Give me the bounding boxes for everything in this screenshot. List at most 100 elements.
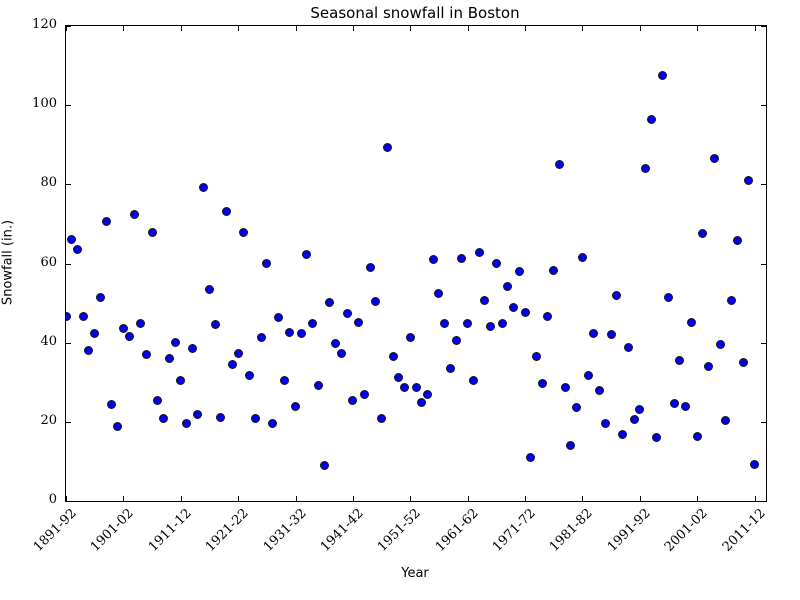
x-tick-mark [697, 26, 698, 31]
x-tick-mark [296, 26, 297, 31]
data-point [727, 295, 737, 305]
y-tick-mark [761, 26, 766, 27]
data-point [531, 351, 541, 361]
data-point [268, 418, 278, 428]
y-tick-label: 40 [40, 334, 57, 349]
y-tick-label: 20 [40, 413, 57, 428]
y-tick-mark [761, 343, 766, 344]
data-point [721, 415, 731, 425]
data-point [273, 313, 283, 323]
data-point [641, 164, 650, 174]
y-tick-label: 0 [48, 492, 57, 507]
data-point [136, 319, 146, 329]
data-point [480, 295, 490, 305]
x-tick-mark [66, 26, 67, 31]
data-point [577, 253, 587, 263]
data-point [67, 235, 77, 245]
data-point [537, 379, 547, 389]
data-point [474, 247, 484, 257]
y-tick-mark [761, 264, 766, 265]
data-point [302, 249, 312, 259]
x-tick-mark [238, 496, 239, 501]
data-point [543, 312, 553, 322]
data-point [440, 319, 450, 329]
data-point [417, 397, 427, 407]
data-point [233, 348, 243, 358]
data-point [130, 209, 140, 219]
data-point [422, 390, 432, 400]
data-point [181, 419, 191, 429]
data-point [750, 459, 760, 469]
x-tick-mark [296, 496, 297, 501]
data-point [715, 339, 725, 349]
data-point [463, 319, 473, 329]
data-point [509, 302, 519, 312]
x-tick-label: 1981-82 [546, 506, 596, 555]
x-tick-mark [123, 496, 124, 501]
x-tick-label: 1991-92 [604, 506, 654, 555]
data-point [400, 382, 410, 392]
data-point [497, 319, 507, 329]
data-point [486, 321, 496, 331]
x-tick-label: 1901-02 [87, 506, 137, 555]
x-tick-label: 1961-62 [432, 506, 482, 555]
data-point [692, 432, 702, 442]
data-point [216, 412, 226, 422]
x-tick-mark [525, 496, 526, 501]
data-point [744, 175, 754, 185]
x-tick-label: 1951-52 [374, 506, 424, 555]
x-tick-mark [468, 496, 469, 501]
data-point [285, 328, 295, 338]
data-point [84, 346, 94, 356]
y-tick-label: 100 [32, 96, 57, 111]
y-tick-mark [66, 264, 71, 265]
data-point [434, 289, 444, 299]
y-tick-mark [66, 501, 71, 502]
data-point [377, 413, 387, 423]
data-point [227, 359, 237, 369]
data-point [382, 143, 392, 153]
data-point [193, 410, 203, 420]
data-point [365, 262, 375, 272]
data-point [445, 364, 455, 374]
data-point [210, 319, 220, 329]
data-point [663, 292, 673, 302]
x-tick-label: 2011-12 [719, 506, 769, 555]
x-tick-mark [238, 26, 239, 31]
y-tick-label: 60 [40, 255, 57, 270]
y-tick-mark [761, 105, 766, 106]
y-tick-label: 80 [40, 175, 57, 190]
data-point [262, 259, 272, 268]
data-point [313, 381, 323, 391]
x-axis-label: Year [401, 566, 429, 581]
data-point [199, 182, 209, 192]
x-tick-label: 1911-12 [145, 506, 195, 555]
data-point [514, 267, 524, 277]
data-point [291, 401, 300, 411]
data-point [296, 329, 306, 339]
data-point [526, 452, 536, 462]
data-point [118, 324, 128, 334]
y-tick-mark [66, 343, 71, 344]
x-tick-mark [468, 26, 469, 31]
data-point [612, 290, 622, 300]
x-tick-mark [123, 26, 124, 31]
x-tick-mark [410, 496, 411, 501]
y-tick-mark [761, 184, 766, 185]
y-tick-label: 120 [32, 17, 57, 32]
data-point [256, 333, 266, 343]
data-point [554, 159, 564, 169]
x-tick-label: 1891-92 [30, 506, 80, 555]
data-point [325, 298, 335, 308]
data-point [595, 385, 605, 395]
x-tick-mark [697, 496, 698, 501]
data-point [308, 319, 318, 329]
data-point [153, 395, 163, 405]
x-tick-label: 2001-02 [661, 506, 711, 555]
y-tick-mark [66, 26, 71, 27]
x-tick-mark [525, 26, 526, 31]
data-point [560, 382, 570, 392]
data-point [606, 329, 616, 339]
data-point [618, 430, 628, 439]
